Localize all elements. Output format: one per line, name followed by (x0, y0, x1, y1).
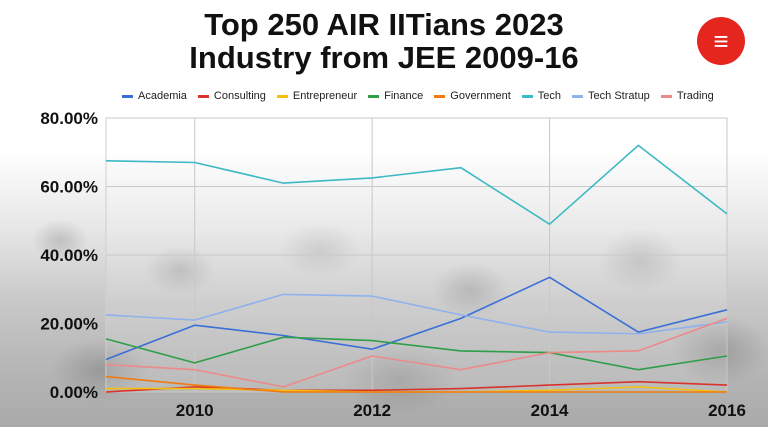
legend-label: Trading (676, 90, 714, 102)
chart-title-line-1: Top 250 AIR IITians 2023 (204, 7, 564, 42)
series-line-tech (105, 144, 728, 225)
legend-item: Finance (368, 90, 423, 102)
series-line-tech-stratup (105, 293, 728, 335)
legend-swatch (572, 94, 584, 98)
legend-label: Academia (138, 90, 187, 102)
crowd-photo-background (0, 150, 768, 427)
chart-legend: Academia Consulting Entrepreneur Finance Gov… (122, 88, 725, 104)
x-tick-label: 2010 (176, 401, 214, 420)
chart-title: Top 250 AIR IITians 2023 Industry from J… (0, 8, 768, 74)
legend-swatch (660, 94, 672, 98)
legend-swatch (122, 94, 133, 98)
series-line-consulting (105, 380, 728, 393)
legend-swatch (368, 94, 380, 98)
x-tick-label: 2016 (708, 401, 746, 420)
y-tick-label: 20.00% (40, 315, 98, 334)
x-tick-label: 2012 (353, 401, 391, 420)
legend-label: Tech (537, 90, 562, 102)
logo-glyph: ≡ (713, 26, 729, 56)
legend-label: Finance (384, 90, 424, 102)
legend-item: Tech (521, 90, 562, 102)
legend-item: Trading (660, 90, 714, 102)
legend-label: Government (450, 90, 511, 102)
legend-item: Tech Stratup (572, 90, 650, 102)
series-line-academia (105, 276, 728, 361)
chart-title-line-2: Industry from JEE 2009-16 (189, 40, 579, 75)
indian-express-logo-icon: ≡ (697, 17, 745, 65)
legend-label: Consulting (213, 90, 266, 102)
legend-item: Academia (122, 90, 187, 102)
x-tick-label: 2014 (531, 401, 569, 420)
y-tick-label: 0.00% (50, 383, 98, 402)
legend-swatch (434, 94, 446, 98)
legend-label: Tech Stratup (588, 90, 650, 102)
legend-label: Entrepreneur (292, 90, 358, 102)
legend-item: Consulting (197, 90, 266, 102)
legend-swatch (521, 94, 533, 98)
series-line-government (105, 375, 727, 393)
y-tick-label: 80.00% (40, 109, 98, 128)
series-line-trading (105, 317, 728, 388)
legend-swatch (197, 94, 209, 98)
legend-item: Entrepreneur (276, 90, 358, 102)
y-tick-label: 40.00% (40, 246, 98, 265)
legend-swatch (276, 94, 288, 98)
series-line-finance (105, 336, 728, 371)
legend-item: Government (434, 90, 511, 102)
y-tick-label: 60.00% (40, 178, 98, 197)
